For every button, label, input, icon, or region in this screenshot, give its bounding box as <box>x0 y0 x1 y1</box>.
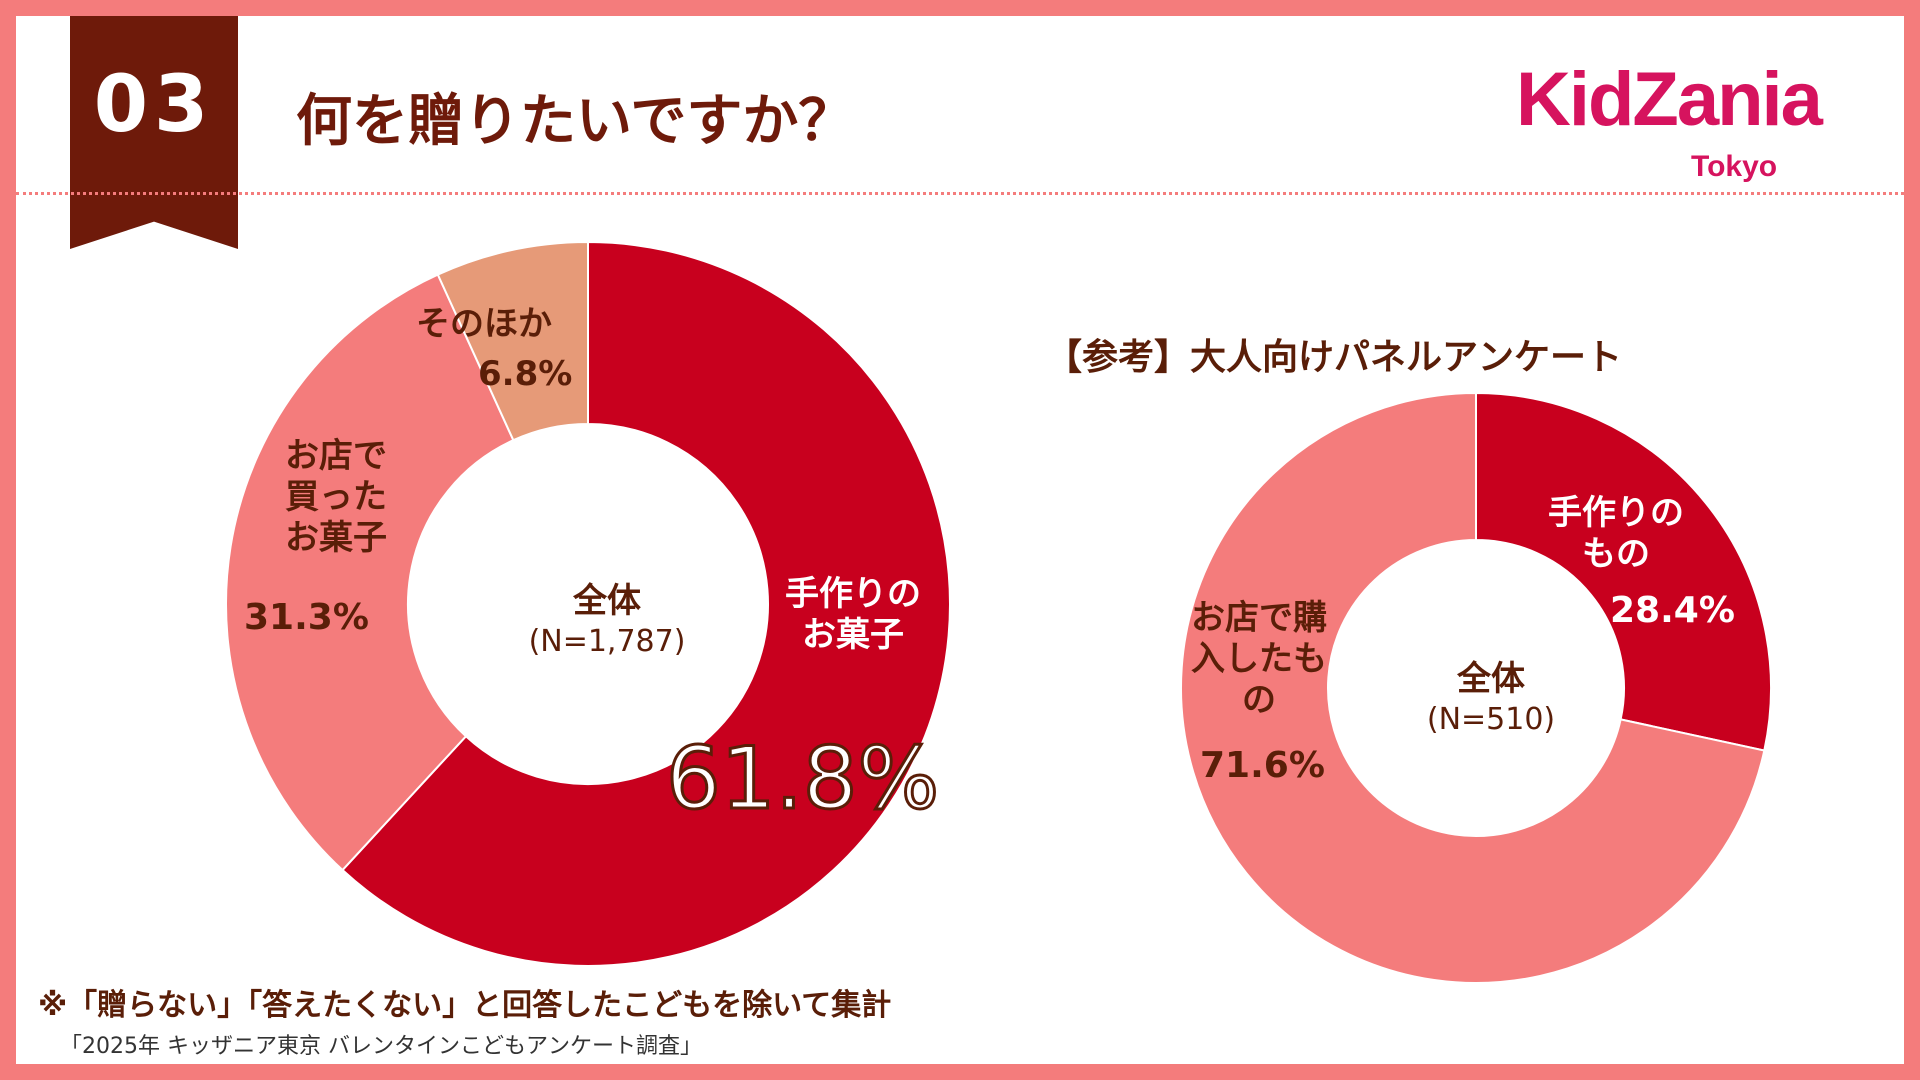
slice-label-handmade-sweets: 手作りのお菓子 <box>785 574 921 655</box>
kidzania-logo: KidZania Tokyo <box>1516 56 1876 186</box>
slice-value-handmade-sweets: 61.8% <box>664 727 940 830</box>
slice-label-store-sweets: お店で買ったお菓子 <box>285 436 387 558</box>
donut2-center-n: (N=510) <box>1426 702 1556 737</box>
donut-slice <box>1475 391 1772 752</box>
page-title: 何を贈りたいですか？ <box>296 89 855 154</box>
donut-slice <box>225 273 515 872</box>
slide: 03 何を贈りたいですか？ KidZania Tokyo 全体 (N=1,787… <box>16 16 1904 1064</box>
slice2-label-handmade: 手作りのもの <box>1548 493 1684 574</box>
logo-wordmark: KidZania <box>1516 57 1823 142</box>
slice2-value-store: 71.6% <box>1200 745 1325 786</box>
reference-survey-title: 【参考】大人向けパネルアンケート <box>1046 337 1623 378</box>
donut-chart-adults <box>1180 391 1772 984</box>
dotted-divider <box>16 192 1904 195</box>
donut-charts <box>225 240 1772 984</box>
section-number-ribbon: 03 <box>70 16 238 249</box>
donut-center-label: 全体 <box>573 581 641 621</box>
donut-center-n: (N=1,787) <box>528 624 686 659</box>
donut-chart-children <box>225 240 951 967</box>
slice-value-store-sweets: 31.3% <box>244 597 369 638</box>
donut-slice <box>341 240 951 967</box>
slice-value-other: 6.8% <box>478 354 573 394</box>
slice2-label-store: お店で購入したもの <box>1191 598 1327 720</box>
donut-slice <box>436 240 589 442</box>
donut2-center-label: 全体 <box>1457 659 1525 699</box>
slice2-value-handmade: 28.4% <box>1610 590 1735 631</box>
slice-label-other: そのほか <box>416 304 552 344</box>
donut-slice <box>1180 391 1766 984</box>
logo-subtitle: Tokyo <box>1691 150 1778 183</box>
source-note: 「2025年 キッザニア東京 バレンタインこどもアンケート調査」 <box>60 1034 702 1059</box>
footnote: ※「贈らない」「答えたくない」と回答したこどもを除いて集計 <box>38 988 892 1023</box>
